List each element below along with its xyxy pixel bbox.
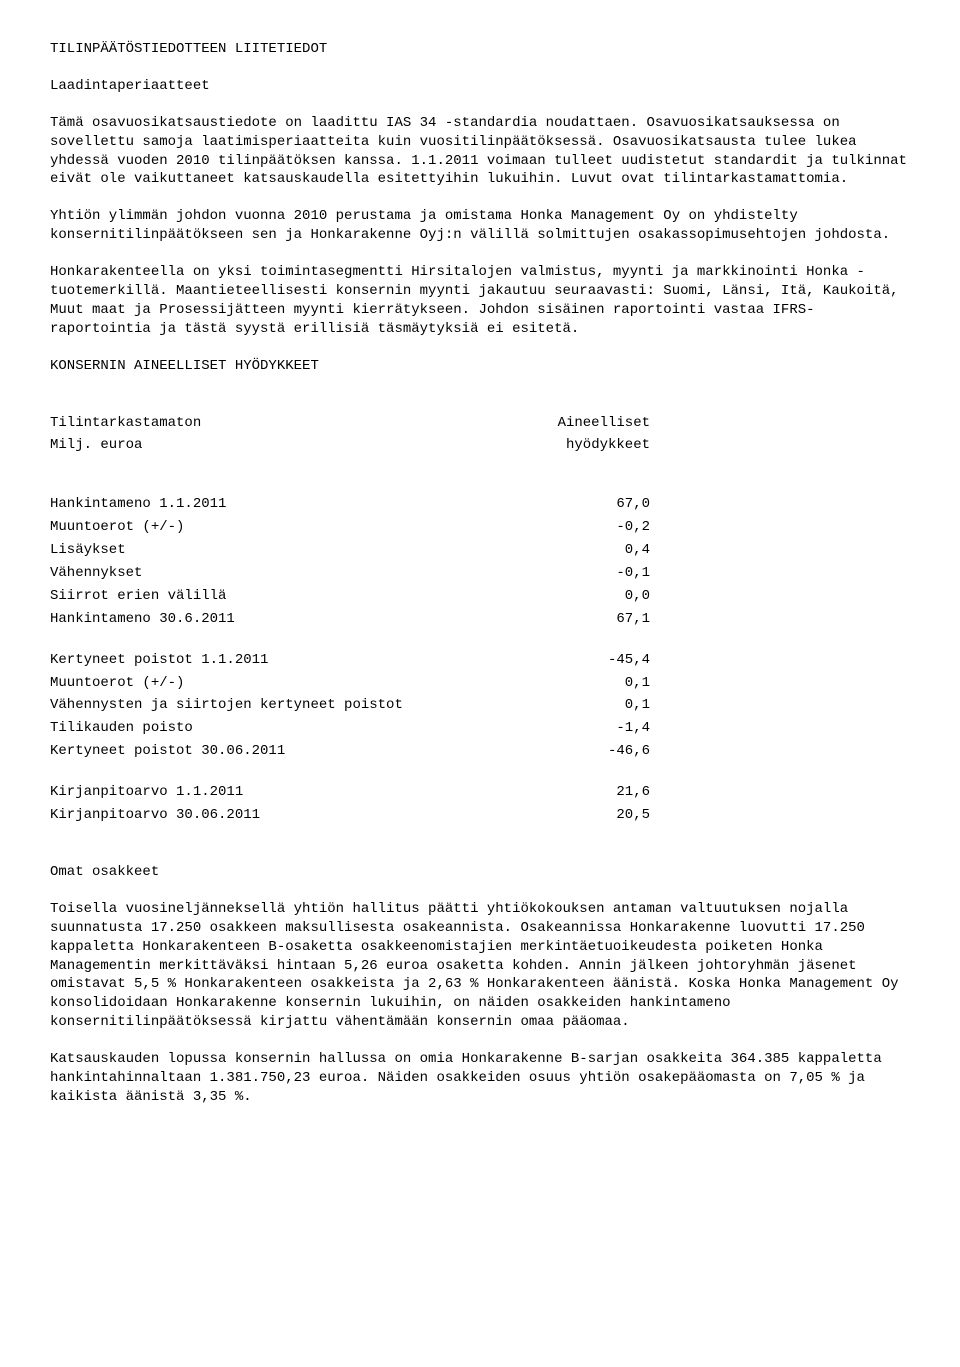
- row-label: Kirjanpitoarvo 30.06.2011: [50, 804, 530, 827]
- row-value: 21,6: [530, 781, 650, 804]
- row-value: 67,0: [530, 493, 650, 516]
- subheading-principles: Laadintaperiaatteet: [50, 77, 910, 96]
- row-label: Kirjanpitoarvo 1.1.2011: [50, 781, 530, 804]
- row-value: 0,1: [530, 694, 650, 717]
- table-row: Hankintameno 30.6.201167,1: [50, 608, 650, 631]
- paragraph-2: Yhtiön ylimmän johdon vuonna 2010 perust…: [50, 207, 910, 245]
- paragraph-3: Honkarakenteella on yksi toimintasegment…: [50, 263, 910, 339]
- row-value: 20,5: [530, 804, 650, 827]
- table-row: Hankintameno 1.1.201167,0: [50, 493, 650, 516]
- row-label: Vähennysten ja siirtojen kertyneet poist…: [50, 694, 530, 717]
- row-label: Tilikauden poisto: [50, 717, 530, 740]
- row-label: Hankintameno 30.6.2011: [50, 608, 530, 631]
- table-row: Vähennysten ja siirtojen kertyneet poist…: [50, 694, 650, 717]
- row-label: Lisäykset: [50, 539, 530, 562]
- header-left-2: Milj. euroa: [50, 434, 530, 457]
- assets-group-bookvalue: Kirjanpitoarvo 1.1.201121,6 Kirjanpitoar…: [50, 781, 650, 827]
- row-value: -0,1: [530, 562, 650, 585]
- row-value: -0,2: [530, 516, 650, 539]
- table-row: Muuntoerot (+/-)0,1: [50, 672, 650, 695]
- table-row: Vähennykset-0,1: [50, 562, 650, 585]
- table-row: Kertyneet poistot 1.1.2011-45,4: [50, 649, 650, 672]
- paragraph-5: Katsauskauden lopussa konsernin hallussa…: [50, 1050, 910, 1107]
- row-value: 0,4: [530, 539, 650, 562]
- doc-title: TILINPÄÄTÖSTIEDOTTEEN LIITETIEDOT: [50, 40, 910, 59]
- assets-heading: KONSERNIN AINEELLISET HYÖDYKKEET: [50, 357, 910, 376]
- row-value: -46,6: [530, 740, 650, 763]
- table-row: Kirjanpitoarvo 1.1.201121,6: [50, 781, 650, 804]
- assets-table-header: Tilintarkastamaton Aineelliset Milj. eur…: [50, 412, 650, 458]
- header-left-1: Tilintarkastamaton: [50, 412, 530, 435]
- row-value: 67,1: [530, 608, 650, 631]
- table-row: Lisäykset0,4: [50, 539, 650, 562]
- row-label: Kertyneet poistot 1.1.2011: [50, 649, 530, 672]
- row-label: Kertyneet poistot 30.06.2011: [50, 740, 530, 763]
- table-row: Kirjanpitoarvo 30.06.201120,5: [50, 804, 650, 827]
- header-right-2: hyödykkeet: [530, 434, 650, 457]
- row-label: Muuntoerot (+/-): [50, 516, 530, 539]
- own-shares-heading: Omat osakkeet: [50, 863, 910, 882]
- row-label: Vähennykset: [50, 562, 530, 585]
- row-value: -45,4: [530, 649, 650, 672]
- row-value: -1,4: [530, 717, 650, 740]
- table-row: Muuntoerot (+/-)-0,2: [50, 516, 650, 539]
- assets-group-depreciation: Kertyneet poistot 1.1.2011-45,4 Muuntoer…: [50, 649, 650, 763]
- header-right-1: Aineelliset: [530, 412, 650, 435]
- row-label: Siirrot erien välillä: [50, 585, 530, 608]
- row-value: 0,1: [530, 672, 650, 695]
- table-row: Siirrot erien välillä0,0: [50, 585, 650, 608]
- row-label: Hankintameno 1.1.2011: [50, 493, 530, 516]
- table-row: Kertyneet poistot 30.06.2011-46,6: [50, 740, 650, 763]
- table-row: Tilikauden poisto-1,4: [50, 717, 650, 740]
- row-label: Muuntoerot (+/-): [50, 672, 530, 695]
- paragraph-1: Tämä osavuosikatsaustiedote on laadittu …: [50, 114, 910, 190]
- assets-group-acquisition: Hankintameno 1.1.201167,0 Muuntoerot (+/…: [50, 493, 650, 630]
- row-value: 0,0: [530, 585, 650, 608]
- paragraph-4: Toisella vuosineljänneksellä yhtiön hall…: [50, 900, 910, 1032]
